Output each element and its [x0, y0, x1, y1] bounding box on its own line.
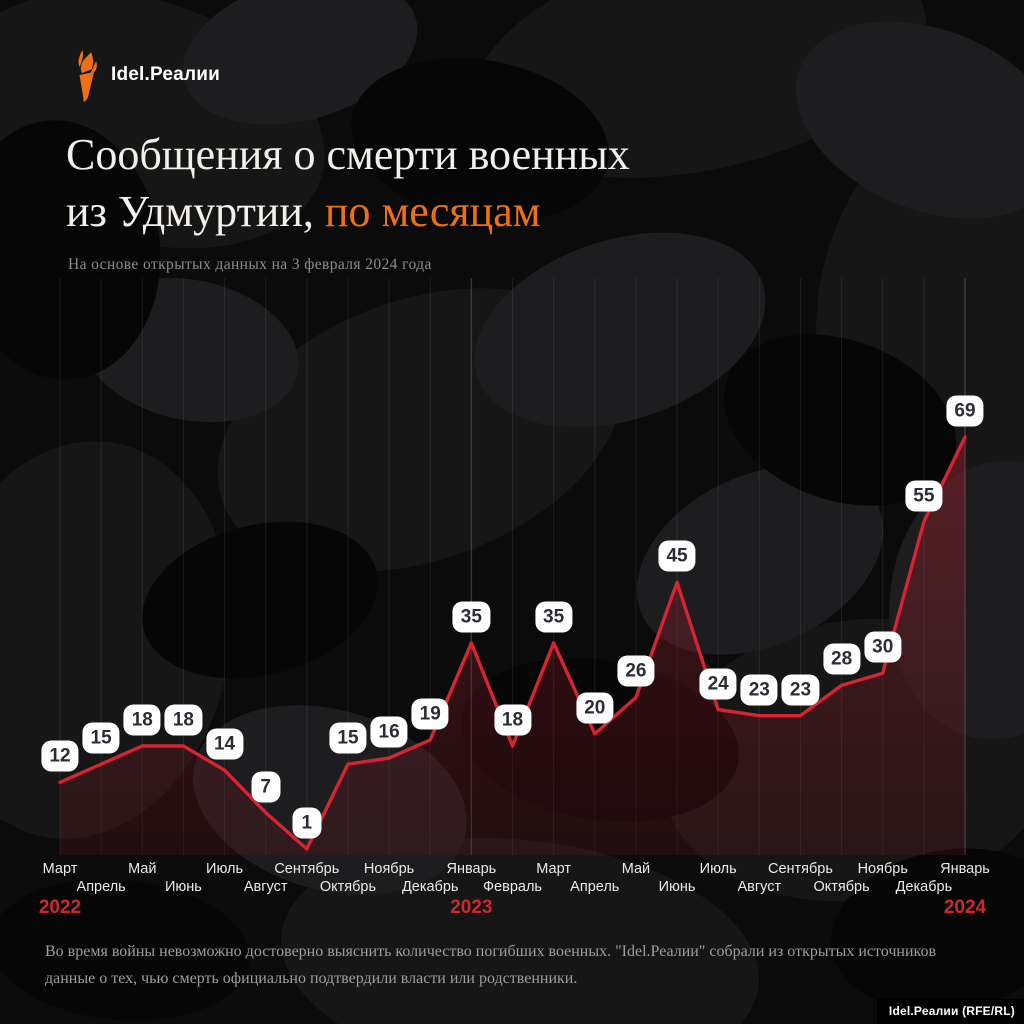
title-line-1: Сообщения о смерти военных	[66, 130, 630, 179]
title-accent: по месяцам	[324, 187, 541, 236]
brand-logo: Idel.Реалии	[70, 48, 220, 102]
attribution-badge: Idel.Реалии (RFE/RL)	[876, 999, 1024, 1024]
logo-text: Idel.Реалии	[111, 64, 220, 85]
page-title: Сообщения о смерти военных из Удмуртии, …	[66, 126, 630, 240]
title-line-2: из Удмуртии, по месяцам	[66, 187, 541, 236]
torch-icon	[78, 50, 97, 102]
chart-subtitle: На основе открытых данных на 3 февраля 2…	[68, 256, 432, 273]
trend-line	[58, 435, 967, 851]
area-fill	[60, 437, 965, 855]
footer-note: Во время войны невозможно достоверно выя…	[45, 943, 937, 987]
